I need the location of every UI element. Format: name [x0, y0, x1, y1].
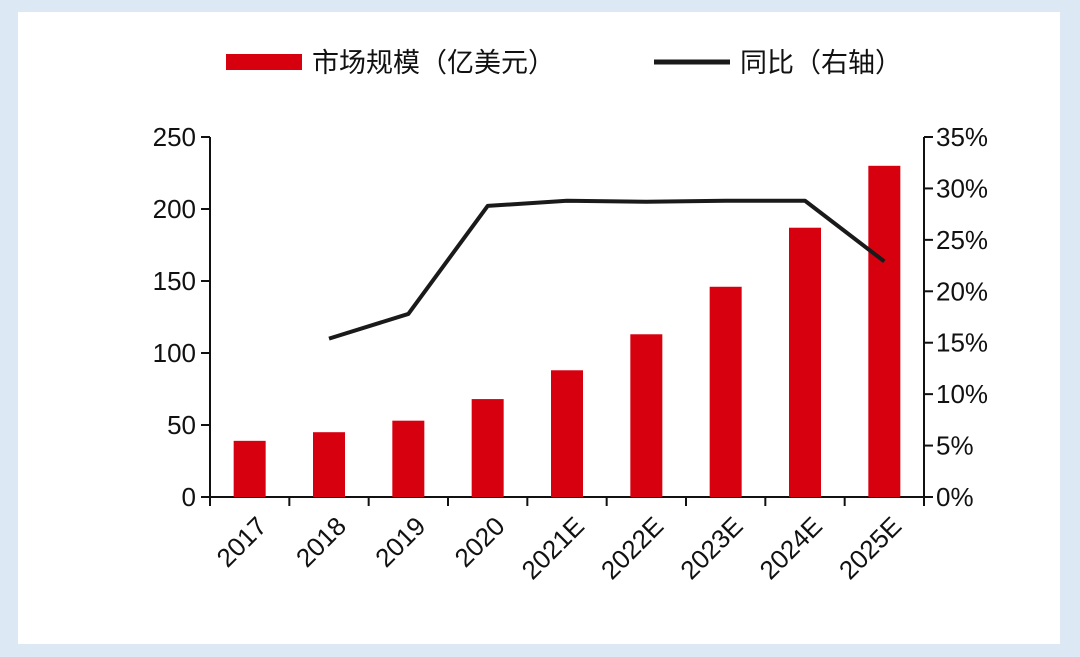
x-tick-label: 2019 — [369, 511, 431, 573]
bar — [313, 432, 345, 497]
left-tick-label: 250 — [153, 122, 196, 152]
left-tick-label: 150 — [153, 266, 196, 296]
right-tick-label: 20% — [936, 276, 988, 306]
right-tick-label: 5% — [936, 431, 974, 461]
bar — [471, 399, 504, 497]
right-tick-label: 30% — [936, 173, 988, 203]
bar — [392, 420, 425, 497]
x-tick-label: 2022E — [595, 511, 669, 585]
bar — [789, 227, 821, 497]
legend-label-bar: 市场规模（亿美元） — [312, 48, 555, 79]
x-tick-label: 2021E — [516, 511, 590, 585]
left-tick-label: 200 — [153, 194, 196, 224]
legend-label-line: 同比（右轴） — [740, 48, 902, 79]
bar — [709, 286, 742, 497]
line-series — [328, 198, 886, 341]
right-tick-label: 10% — [936, 379, 988, 409]
right-tick-label: 25% — [936, 225, 988, 255]
bar — [551, 370, 583, 497]
chart-frame: 市场规模（亿美元） 同比（右轴） 0 50 100 150 200 250 0% 5% 10% 15… — [18, 12, 1060, 644]
left-tick-label: 100 — [153, 338, 196, 368]
legend: 市场规模（亿美元） 同比（右轴） — [226, 48, 902, 79]
left-tick-label: 0 — [182, 482, 196, 512]
tick-labels: 0 50 100 150 200 250 0% 5% 10% 15% 20% 25% 30% 35% 201… — [153, 122, 988, 585]
legend-swatch-bar — [226, 54, 302, 70]
right-tick-label: 15% — [936, 328, 988, 358]
x-tick-label: 2017 — [211, 511, 273, 573]
line-path — [328, 198, 886, 341]
x-tick-label: 2025E — [833, 511, 907, 585]
left-tick-label: 50 — [167, 410, 196, 440]
chart: 市场规模（亿美元） 同比（右轴） 0 50 100 150 200 250 0% 5% 10% 15… — [153, 48, 988, 585]
x-tick-label: 2023E — [674, 511, 748, 585]
x-tick-label: 2018 — [290, 511, 352, 573]
bar-series — [233, 165, 901, 498]
bar — [630, 334, 663, 497]
right-tick-label: 35% — [936, 122, 988, 152]
x-tick-label: 2020 — [449, 511, 511, 573]
bar — [233, 440, 266, 497]
right-tick-label: 0% — [936, 482, 974, 512]
bar — [868, 165, 901, 498]
x-tick-label: 2024E — [754, 511, 828, 585]
